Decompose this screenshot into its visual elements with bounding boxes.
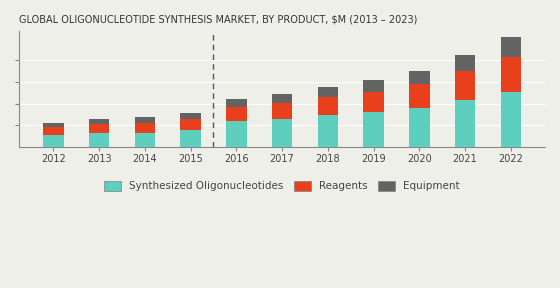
Bar [363,80,384,92]
Bar [272,94,292,103]
Bar [180,119,201,130]
Bar [501,56,521,92]
Bar [409,71,430,84]
Bar [134,132,155,147]
Bar [226,121,246,147]
Text: GLOBAL OLIGONUCLEOTIDE SYNTHESIS MARKET, BY PRODUCT, $M (2013 – 2023): GLOBAL OLIGONUCLEOTIDE SYNTHESIS MARKET,… [19,15,418,25]
Bar [272,119,292,147]
Legend: Synthesized Oligonucleotides, Reagents, Equipment: Synthesized Oligonucleotides, Reagents, … [100,177,464,196]
Bar [409,108,430,147]
Bar [318,87,338,96]
Bar [226,99,246,107]
Bar [501,92,521,147]
Bar [501,37,521,56]
Bar [89,133,109,147]
Bar [89,119,109,124]
Bar [318,115,338,147]
Bar [43,127,64,135]
Bar [455,55,475,71]
Bar [226,107,246,121]
Bar [43,123,64,127]
Bar [363,92,384,112]
Bar [43,135,64,147]
Bar [180,130,201,147]
Bar [455,100,475,147]
Bar [180,113,201,119]
Bar [318,96,338,115]
Bar [455,71,475,100]
Bar [363,112,384,147]
Bar [272,103,292,119]
Bar [134,123,155,132]
Bar [409,84,430,108]
Bar [134,117,155,123]
Bar [89,124,109,133]
